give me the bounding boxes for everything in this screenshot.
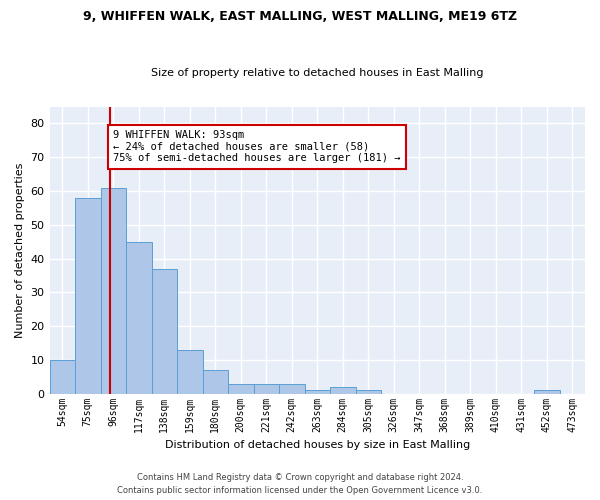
Bar — [330, 387, 356, 394]
Text: 9 WHIFFEN WALK: 93sqm
← 24% of detached houses are smaller (58)
75% of semi-deta: 9 WHIFFEN WALK: 93sqm ← 24% of detached … — [113, 130, 401, 164]
Y-axis label: Number of detached properties: Number of detached properties — [15, 162, 25, 338]
Text: Contains HM Land Registry data © Crown copyright and database right 2024.
Contai: Contains HM Land Registry data © Crown c… — [118, 474, 482, 495]
Title: Size of property relative to detached houses in East Malling: Size of property relative to detached ho… — [151, 68, 484, 78]
Bar — [101, 188, 126, 394]
Bar — [279, 384, 305, 394]
Bar — [152, 268, 177, 394]
Bar — [534, 390, 560, 394]
Bar — [228, 384, 254, 394]
Bar — [177, 350, 203, 394]
Bar — [356, 390, 381, 394]
Bar — [75, 198, 101, 394]
Bar — [203, 370, 228, 394]
Text: 9, WHIFFEN WALK, EAST MALLING, WEST MALLING, ME19 6TZ: 9, WHIFFEN WALK, EAST MALLING, WEST MALL… — [83, 10, 517, 23]
X-axis label: Distribution of detached houses by size in East Malling: Distribution of detached houses by size … — [164, 440, 470, 450]
Bar — [126, 242, 152, 394]
Bar — [305, 390, 330, 394]
Bar — [50, 360, 75, 394]
Bar — [254, 384, 279, 394]
